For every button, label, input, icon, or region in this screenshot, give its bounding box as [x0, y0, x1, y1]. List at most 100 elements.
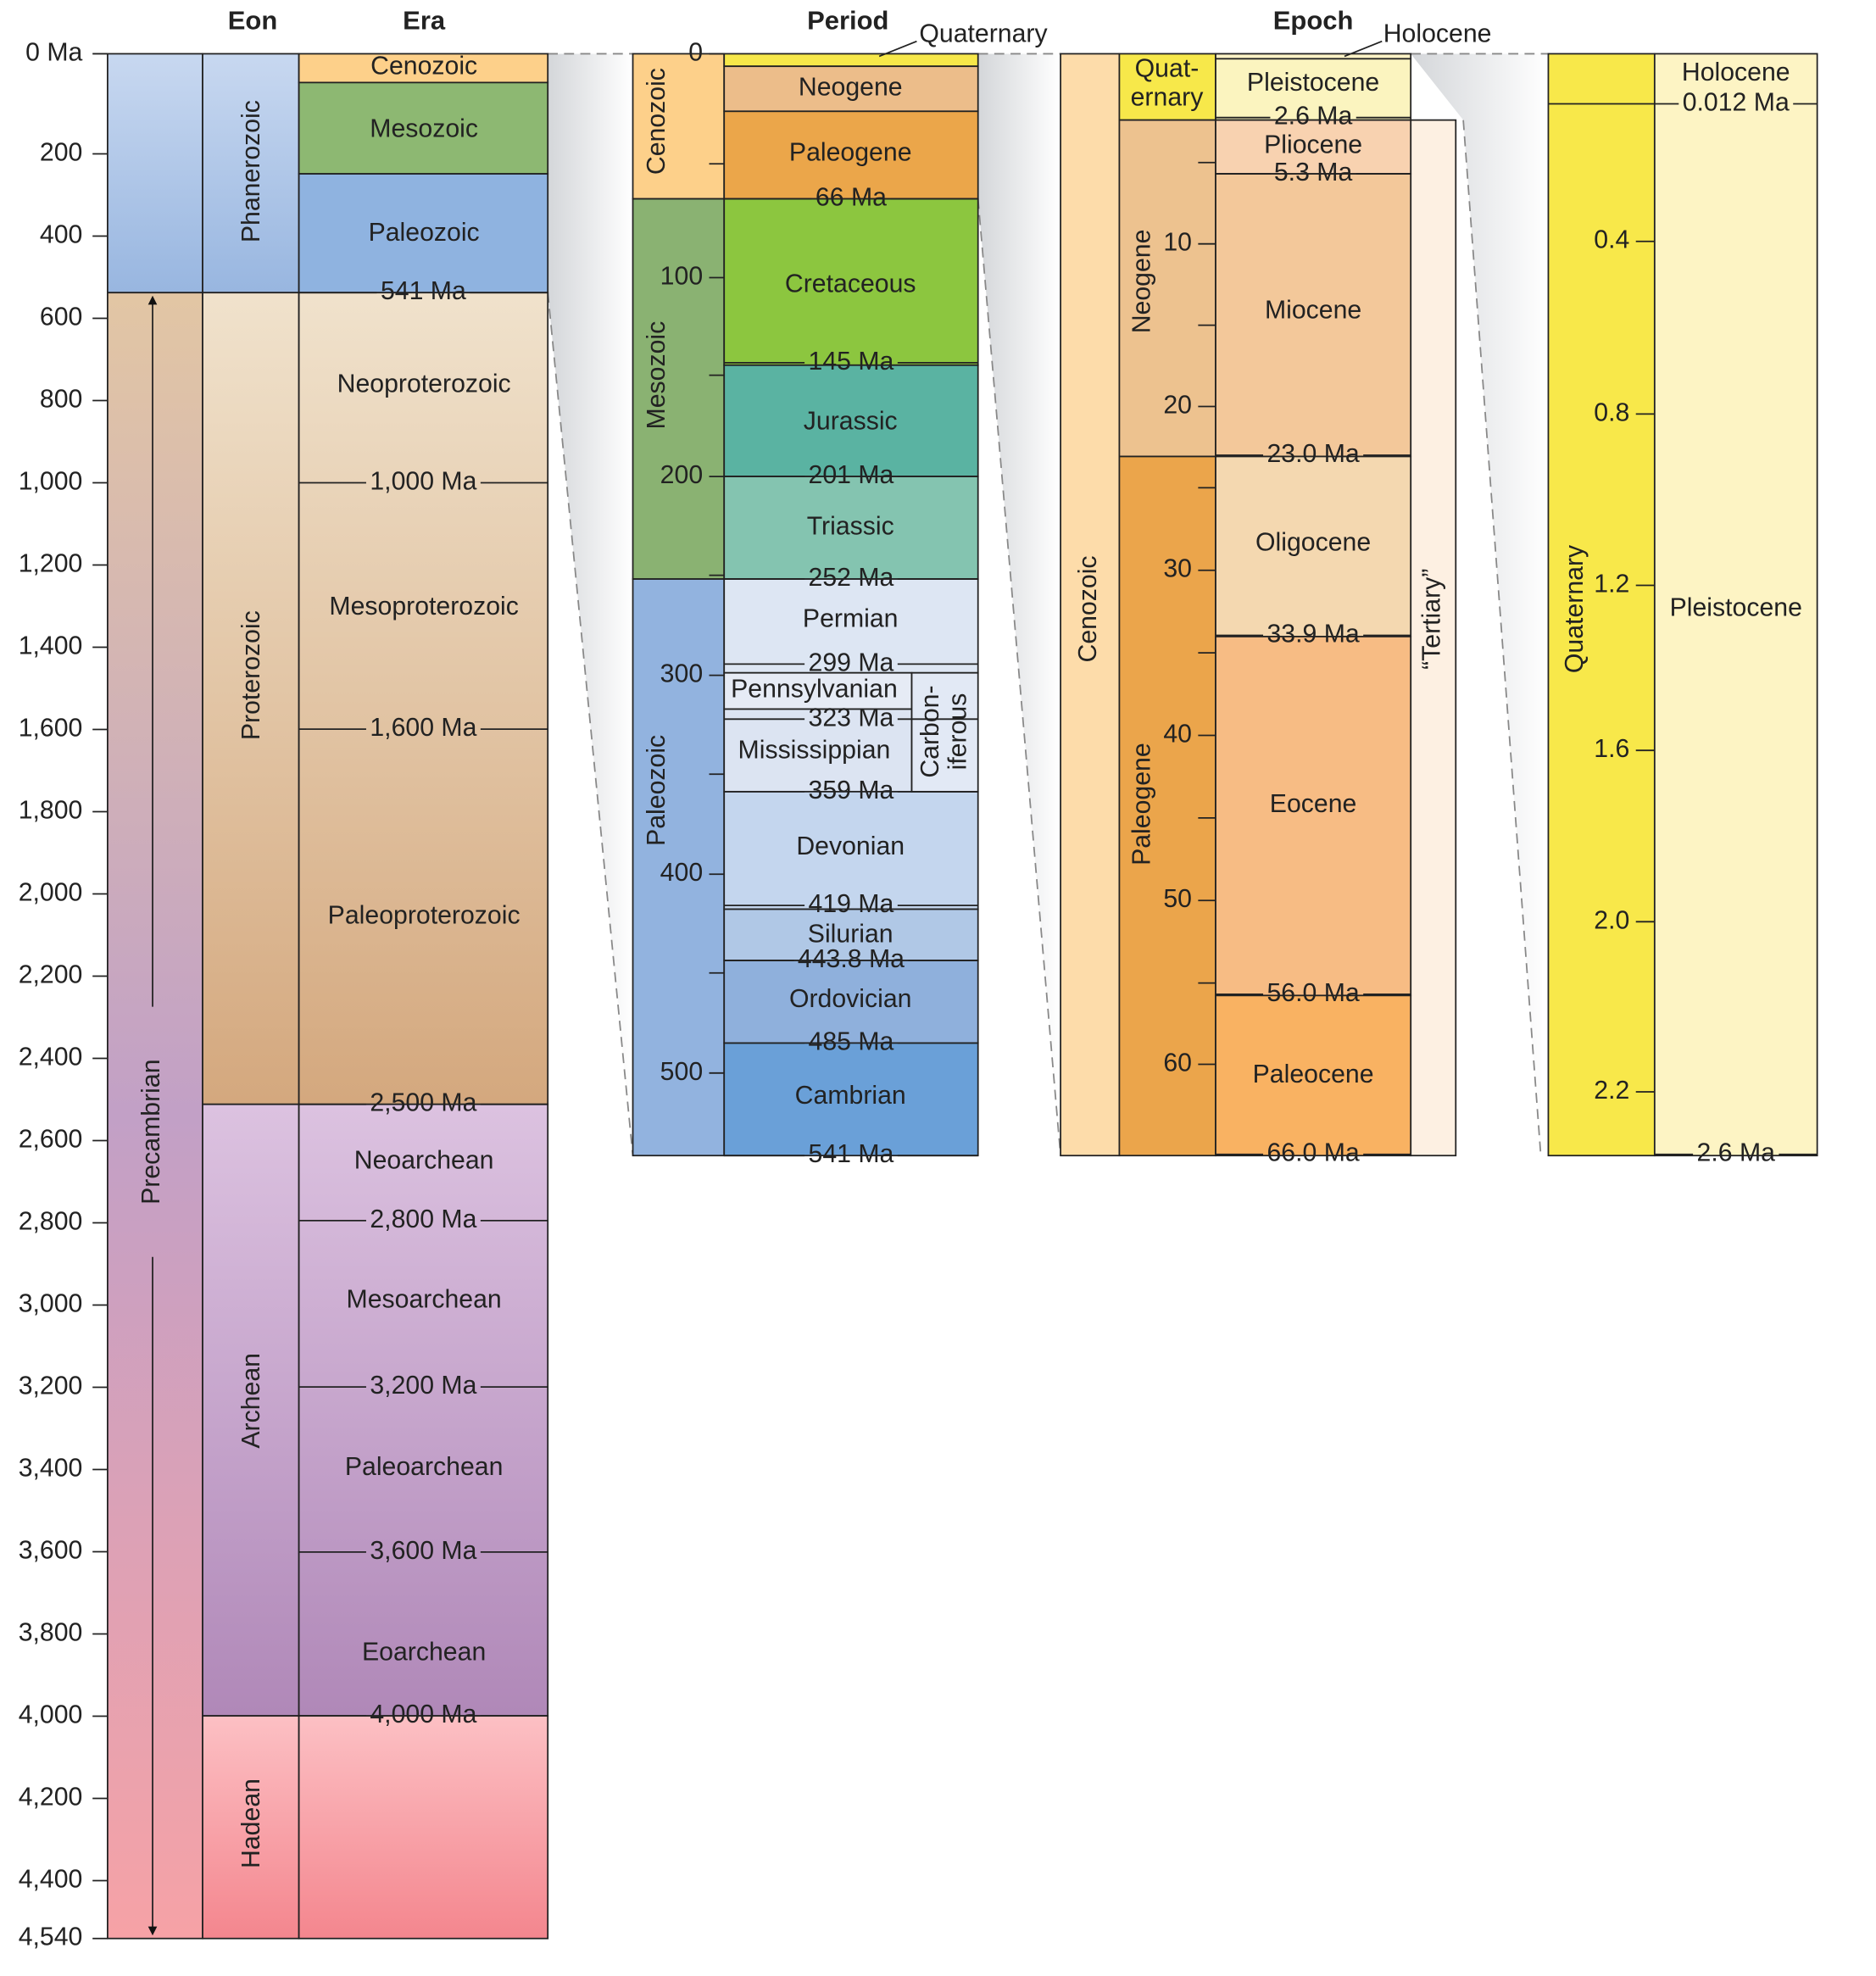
carboniferous-label: Carbon-: [916, 685, 944, 777]
boundary-label: 23.0 Ma: [1266, 440, 1359, 468]
eon: [202, 1715, 300, 1940]
axis-label: 60: [1163, 1049, 1192, 1077]
era: [298, 1715, 549, 1940]
boundary-label: 66.0 Ma: [1266, 1139, 1359, 1167]
boundary-label: 443.8 Ma: [798, 945, 905, 973]
period-label: Paleogene: [1127, 743, 1155, 866]
eon-label: Proterozoic: [237, 610, 265, 740]
boundary-label: 419 Ma: [809, 890, 894, 918]
rule: [547, 292, 634, 1156]
epoch-label: Pliocene: [1264, 131, 1362, 159]
boundary-label: 3,200 Ma: [370, 1372, 476, 1400]
axis-label: 200: [40, 138, 82, 166]
period-label: Devonian: [796, 832, 905, 860]
epoch: [1215, 994, 1412, 1157]
epoch: [1215, 58, 1412, 121]
axis-label: 1.2: [1594, 570, 1629, 598]
header: Era: [403, 6, 446, 36]
axis-label: 2,400: [19, 1043, 83, 1071]
epoch-label: Holocene: [1383, 19, 1492, 47]
axis-label: 200: [660, 461, 703, 489]
axis-label: 1,000: [19, 467, 83, 495]
era: [298, 53, 549, 84]
eon-label: Hadean: [237, 1778, 265, 1868]
axis-label: 2.2: [1594, 1077, 1629, 1105]
boundary-label: 56.0 Ma: [1266, 979, 1359, 1007]
period: [723, 53, 979, 68]
era-label: Paleoproterozoic: [328, 901, 520, 929]
era-label: Neoarchean: [354, 1147, 494, 1175]
boundary-label: 299 Ma: [809, 648, 894, 676]
tertiary: [1410, 119, 1457, 1157]
boundary-label: 0.012 Ma: [1683, 88, 1790, 116]
period: [723, 960, 979, 1044]
era: [298, 1103, 549, 1717]
era-label: Cenozoic: [643, 68, 671, 175]
era-label: Paleozoic: [369, 219, 480, 247]
eon: [202, 292, 300, 1105]
period: [723, 364, 979, 477]
axis-label: 4,000: [19, 1700, 83, 1728]
epoch-label: Holocene: [1682, 58, 1790, 86]
epoch: [1653, 53, 1818, 1157]
period-label: Pennsylvanian: [731, 675, 898, 703]
epoch: [1215, 173, 1412, 458]
axis-label: 2,600: [19, 1125, 83, 1153]
eon-band: [107, 53, 203, 294]
axis-label: 400: [40, 220, 82, 248]
axis-label: 50: [1163, 885, 1192, 913]
era-label: Paleozoic: [643, 735, 671, 846]
connector: [977, 53, 1061, 1156]
boundary-label: 485 Ma: [809, 1027, 894, 1055]
connector: [548, 53, 633, 1156]
period-label: Jurassic: [804, 408, 898, 436]
period-label: Quaternary: [1561, 544, 1589, 673]
era-label: Cenozoic: [370, 53, 477, 81]
eon: [202, 1103, 300, 1717]
period: [1118, 53, 1216, 121]
era-label: Mesozoic: [643, 321, 671, 430]
boundary-label: 359 Ma: [809, 776, 894, 804]
epoch-label: Paleocene: [1253, 1060, 1374, 1088]
period-label: Cretaceous: [785, 270, 916, 298]
axis-label: 1,400: [19, 632, 83, 660]
boundary-label: 2.6 Ma: [1697, 1139, 1776, 1167]
axis-label: 4,400: [19, 1865, 83, 1893]
period-label: Quat-: [1135, 55, 1200, 83]
axis-label: 40: [1163, 720, 1192, 748]
boundary-label: 541 Ma: [809, 1140, 894, 1168]
boundary-label: 2,500 Ma: [370, 1089, 476, 1117]
era-label: Paleoarchean: [345, 1453, 504, 1481]
epoch-label: Miocene: [1265, 296, 1361, 324]
boundary-label: 541 Ma: [381, 277, 466, 305]
era-label: Mesoarchean: [347, 1285, 502, 1313]
axis-label: 3,200: [19, 1372, 83, 1400]
period-label: Silurian: [808, 921, 893, 949]
axis-label: 4,540: [19, 1923, 83, 1951]
era: [632, 578, 726, 1157]
axis-label: 1,600: [19, 714, 83, 742]
axis-label: 20: [1163, 391, 1192, 419]
axis-label: 2,800: [19, 1207, 83, 1235]
axis-label: 10: [1163, 229, 1192, 257]
boundary-label: 1,600 Ma: [370, 714, 476, 742]
boundary-label: 145 Ma: [809, 348, 894, 376]
era: [632, 198, 726, 580]
period: [1547, 53, 1656, 1157]
era-label: Mesozoic: [370, 114, 478, 142]
era-label: Neoproterozoic: [337, 370, 511, 398]
axis-label: 500: [660, 1058, 703, 1086]
period-label: Neogene: [799, 74, 903, 102]
period: [723, 110, 979, 200]
period: [723, 671, 913, 710]
period-label: Triassic: [807, 513, 894, 541]
boundary-label: 3,600 Ma: [370, 1537, 476, 1565]
header: Eon: [228, 6, 278, 36]
epoch-label: Pleistocene: [1670, 593, 1802, 621]
eon-label: Phanerozoic: [237, 100, 265, 242]
epoch-label: Eocene: [1270, 790, 1357, 818]
axis-label: 300: [660, 660, 703, 688]
period-label: Neogene: [1127, 230, 1155, 334]
axis-label: 4,200: [19, 1783, 83, 1811]
